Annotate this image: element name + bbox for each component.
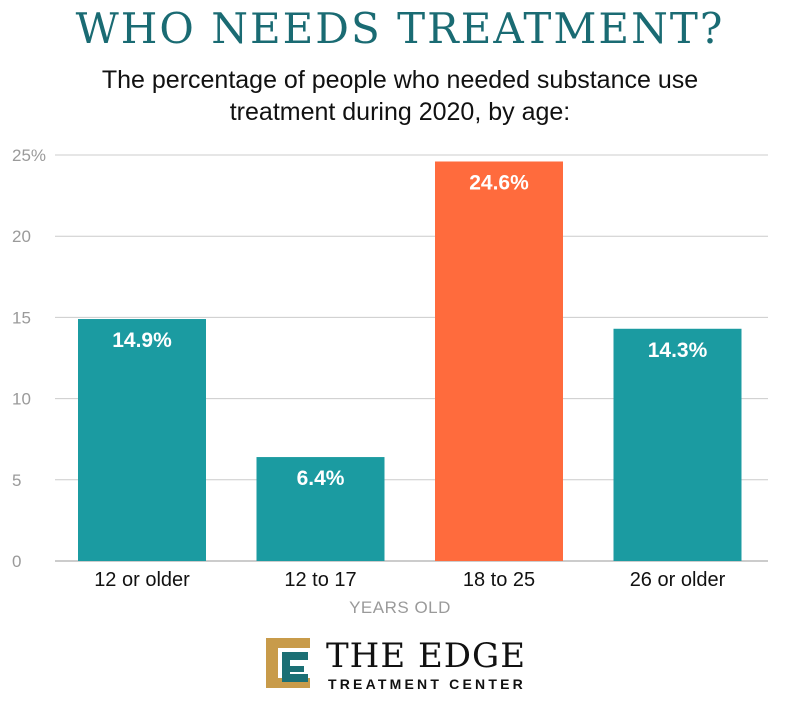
x-tick-label: 26 or older	[630, 569, 726, 591]
x-tick-label: 12 to 17	[284, 569, 356, 591]
brand-name: THE EDGE	[326, 636, 527, 676]
bar-chart: 0 5 10 15 20 25% 14.9% 12 or older 6.4% 12 to 17 2…	[12, 146, 768, 591]
y-tick-label: 0	[12, 552, 21, 571]
brand-logo: THE EDGE TREATMENT CENTER	[260, 634, 550, 696]
y-tick-label: 10	[12, 390, 31, 409]
bar-data-label: 6.4%	[297, 467, 345, 490]
y-tick-label: 15	[12, 308, 31, 327]
bar-data-label: 24.6%	[469, 171, 529, 194]
bar	[435, 161, 563, 561]
bar	[256, 457, 385, 561]
y-tick-label: 25%	[12, 146, 46, 165]
bar-data-label: 14.9%	[112, 329, 172, 352]
y-tick-label: 5	[12, 471, 21, 490]
chart-subtitle: The percentage of people who needed subs…	[101, 66, 699, 126]
x-tick-label: 18 to 25	[463, 569, 535, 591]
bar	[78, 319, 206, 561]
bar-data-label: 14.3%	[648, 339, 708, 362]
bar	[613, 328, 742, 561]
y-tick-label: 20	[12, 227, 31, 246]
chart-title: WHO NEEDS TREATMENT?	[75, 4, 725, 53]
x-tick-label: 12 or older	[94, 569, 190, 591]
x-axis-label: YEARS OLD	[349, 598, 451, 617]
brand-subtitle: TREATMENT CENTER	[328, 676, 526, 692]
edge-logo-icon	[266, 638, 310, 688]
